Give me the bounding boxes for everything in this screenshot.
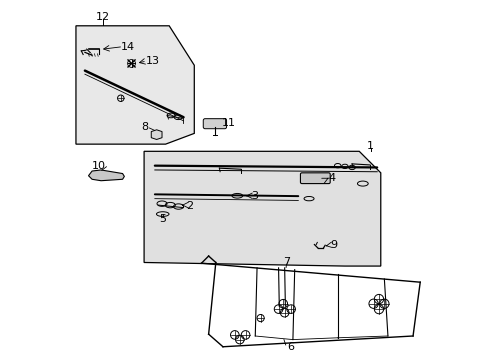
Text: 14: 14 [121, 42, 135, 51]
Polygon shape [76, 26, 194, 144]
Text: 1: 1 [366, 141, 373, 151]
Text: 2: 2 [186, 201, 193, 211]
Text: 8: 8 [142, 122, 148, 132]
Text: 6: 6 [287, 342, 294, 352]
Text: 9: 9 [330, 240, 337, 250]
FancyBboxPatch shape [203, 119, 226, 129]
Polygon shape [144, 151, 380, 266]
Text: 5: 5 [159, 215, 166, 224]
Text: 4: 4 [328, 173, 335, 183]
FancyBboxPatch shape [300, 173, 329, 184]
Text: 12: 12 [96, 12, 110, 22]
Text: 13: 13 [146, 56, 160, 66]
Text: 3: 3 [250, 191, 258, 201]
Text: 7: 7 [283, 257, 290, 267]
Polygon shape [151, 130, 162, 139]
Text: 11: 11 [221, 118, 235, 128]
Text: 10: 10 [92, 161, 106, 171]
Polygon shape [88, 170, 124, 181]
